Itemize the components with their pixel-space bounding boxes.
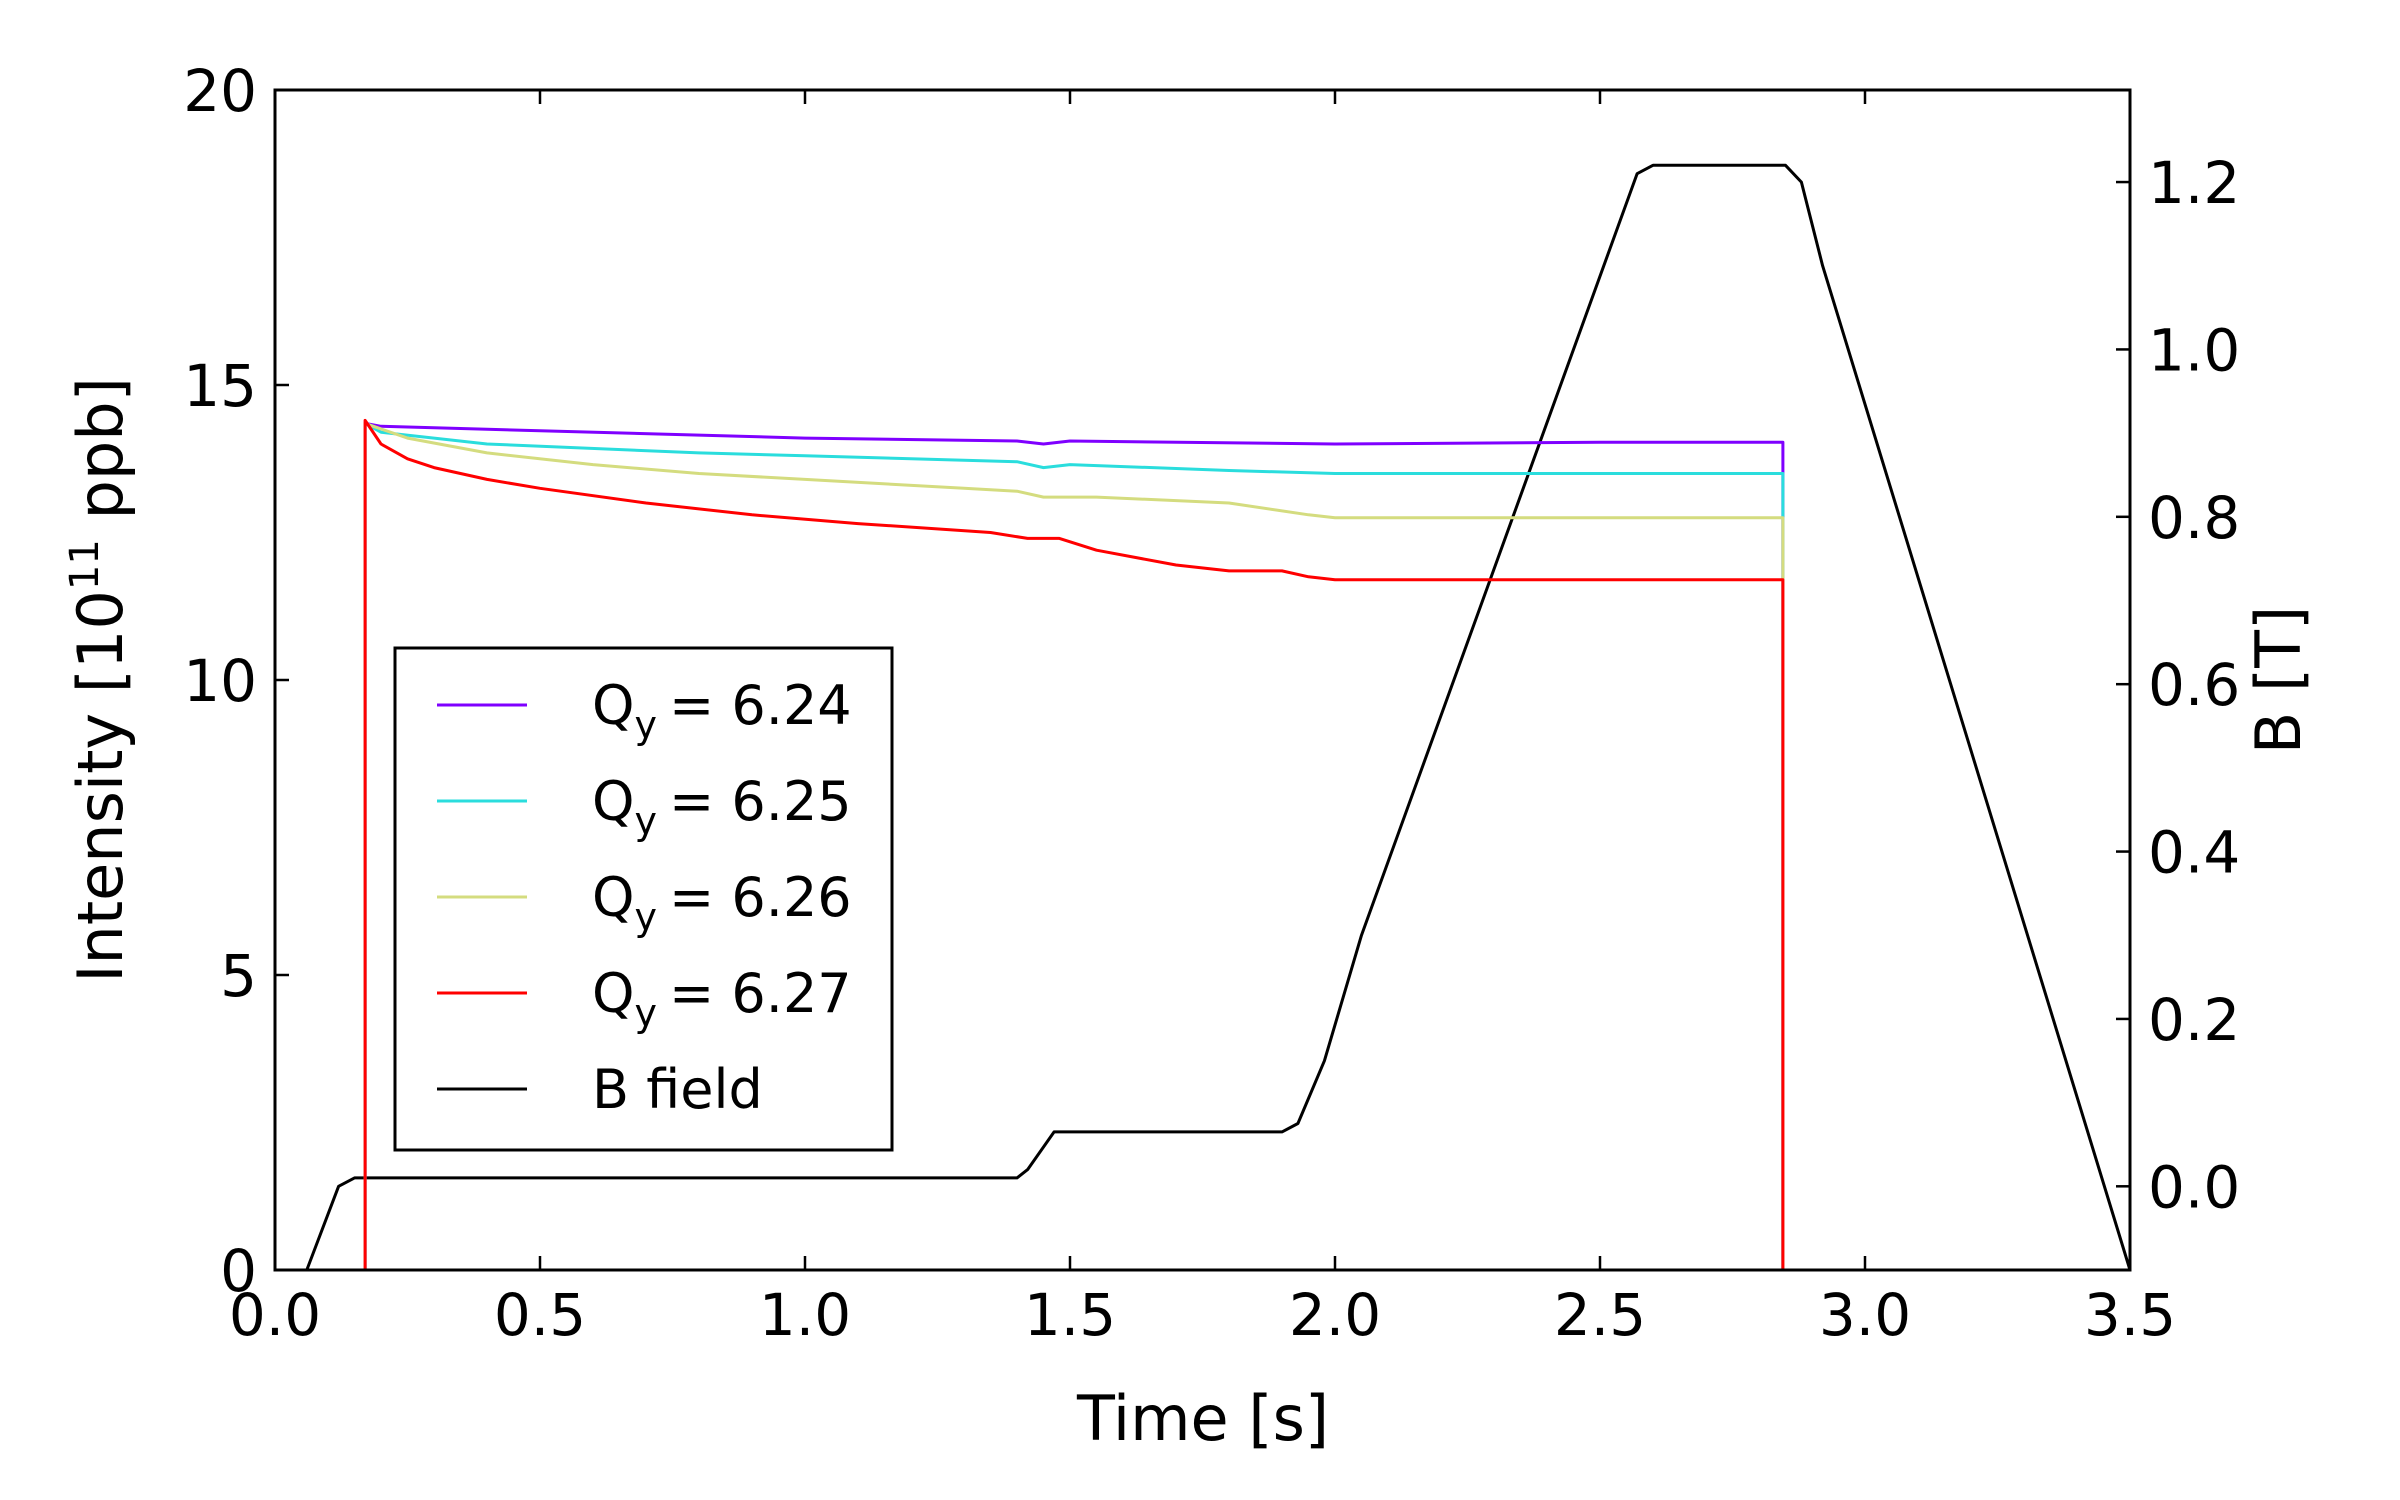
series-line-3 bbox=[363, 418, 1785, 1270]
legend-q-symbol: Q bbox=[592, 674, 635, 737]
y-right-tick-label: 0.8 bbox=[2148, 484, 2240, 552]
y-right-tick-label: 1.0 bbox=[2148, 316, 2240, 384]
y-left-tick-label: 20 bbox=[183, 57, 257, 125]
y-right-tick-label: 0.0 bbox=[2148, 1153, 2240, 1221]
x-tick-label: 2.5 bbox=[1554, 1281, 1646, 1349]
x-tick-label: 3.0 bbox=[1819, 1281, 1911, 1349]
legend-q-symbol: Q bbox=[592, 962, 635, 1025]
x-tick-label: 0.0 bbox=[229, 1281, 321, 1349]
x-tick-label: 0.5 bbox=[494, 1281, 586, 1349]
legend-q-value: = 6.26 bbox=[669, 866, 852, 929]
legend-q-subscript: y bbox=[635, 991, 658, 1035]
legend-q-value: = 6.27 bbox=[669, 962, 852, 1025]
legend-label-0: Qy = 6.24 bbox=[592, 674, 852, 747]
y-right-tick-label: 1.2 bbox=[2148, 149, 2240, 217]
legend-label-2: Qy = 6.26 bbox=[592, 866, 852, 939]
x-tick-label: 1.5 bbox=[1024, 1281, 1116, 1349]
legend-box bbox=[393, 646, 894, 1152]
x-tick-label: 1.0 bbox=[759, 1281, 851, 1349]
series-line-2 bbox=[363, 421, 1785, 1270]
y-right-tick-label: 0.6 bbox=[2148, 651, 2240, 719]
y-left-tick-label: 15 bbox=[183, 352, 257, 420]
y-right-tick-label: 0.4 bbox=[2148, 819, 2240, 887]
series-line-4 bbox=[305, 163, 2132, 1271]
x-tick-label: 2.0 bbox=[1289, 1281, 1381, 1349]
legend-q-subscript: y bbox=[635, 703, 658, 747]
y-left-tick-label: 0 bbox=[220, 1237, 257, 1305]
y-axis-left-label-exponent: 11 bbox=[62, 539, 108, 590]
legend-q-subscript: y bbox=[635, 895, 658, 939]
ticks-layer: 0.0 0.5 1.0 1.5 2.0 2.5 3.0 3.5 0 5 10 15 20 0.0 0.2 0.… bbox=[183, 57, 2240, 1349]
legend-label-3: Qy = 6.27 bbox=[592, 962, 852, 1035]
y-axis-right-label: B [T] bbox=[2242, 606, 2315, 755]
series-layer bbox=[305, 163, 2132, 1271]
legend-q-value: = 6.25 bbox=[669, 770, 852, 833]
y-left-tick-label: 5 bbox=[220, 942, 257, 1010]
legend-q-symbol: Q bbox=[592, 770, 635, 833]
y-axis-left-label: Intensity [1011 ppb] bbox=[62, 377, 137, 983]
y-right-tick-label: 0.2 bbox=[2148, 986, 2240, 1054]
y-left-tick-label: 10 bbox=[183, 647, 257, 715]
legend-q-symbol: Q bbox=[592, 866, 635, 929]
legend-q-value: = 6.24 bbox=[669, 674, 852, 737]
legend-q-subscript: y bbox=[635, 799, 658, 843]
series-line-0 bbox=[363, 421, 1785, 1270]
x-tick-label: 3.5 bbox=[2084, 1281, 2176, 1349]
legend-label-4: B field bbox=[592, 1058, 763, 1121]
legend-label-1: Qy = 6.25 bbox=[592, 770, 852, 843]
x-axis-label: Time [s] bbox=[1076, 1382, 1329, 1455]
